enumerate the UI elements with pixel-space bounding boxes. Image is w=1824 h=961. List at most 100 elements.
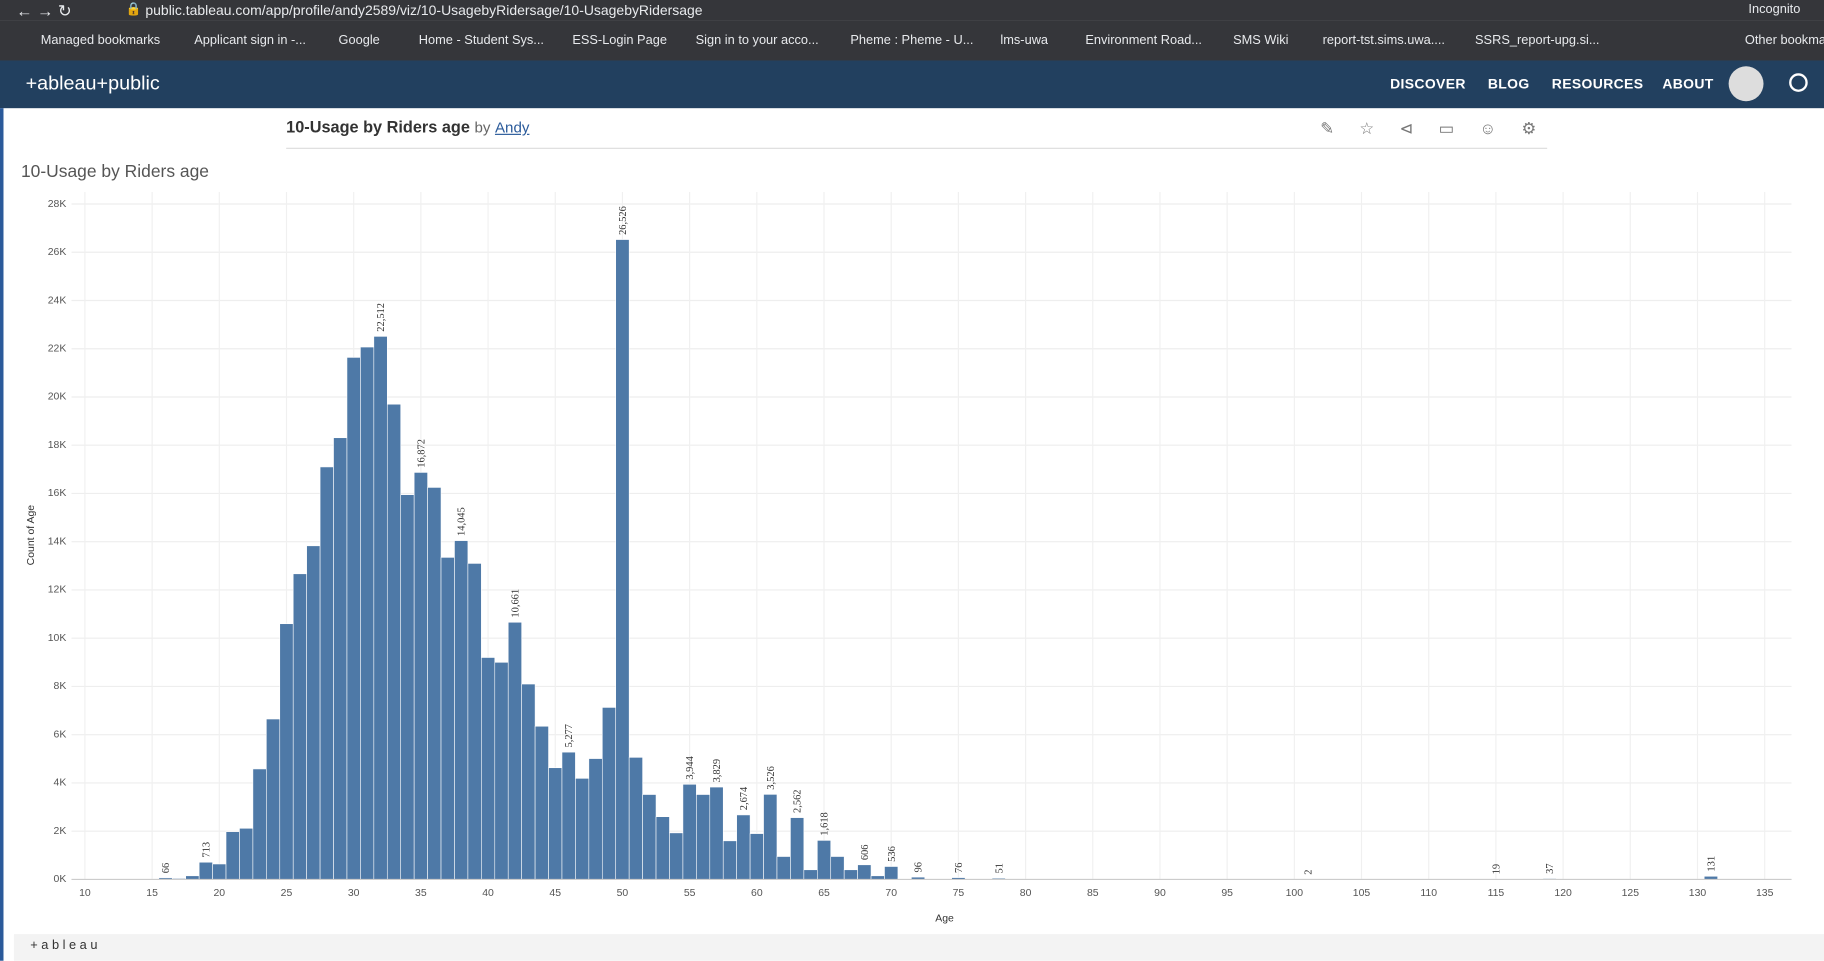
bookmark[interactable]: SSRS_report-upg.si...	[1475, 33, 1600, 48]
x-tick-label: 40	[482, 888, 494, 899]
bar	[561, 751, 576, 880]
data-label: 51	[994, 863, 1005, 873]
data-label: 37	[1545, 863, 1556, 873]
x-tick-label: 80	[1020, 888, 1032, 899]
bookmark[interactable]: Other bookma	[1744, 33, 1824, 48]
y-tick-label: 10K	[48, 633, 67, 644]
bar	[521, 683, 536, 880]
x-tick-label: 120	[1554, 888, 1572, 899]
bar	[440, 557, 455, 880]
nav-link[interactable]: BLOG	[1487, 75, 1530, 92]
data-label: 3,829	[712, 759, 723, 783]
bar	[252, 768, 267, 880]
y-tick-label: 0K	[54, 874, 67, 885]
bookmark[interactable]: Home - Student Sys...	[418, 33, 544, 48]
bookmark[interactable]: Google	[338, 33, 380, 48]
url[interactable]: public.tableau.com/app/profile/andy2589/…	[145, 2, 703, 19]
y-tick-label: 12K	[48, 585, 67, 596]
x-tick-label: 75	[953, 888, 965, 899]
data-label: 10,661	[511, 589, 522, 618]
nav-link[interactable]: ABOUT	[1662, 75, 1714, 92]
bar	[790, 817, 805, 880]
bar	[830, 856, 845, 880]
data-label: 1,618	[820, 812, 831, 836]
toolbar-icons[interactable]: ✎ ☆ ⊲ ▭ ☺ ⚙	[1320, 118, 1537, 138]
bar	[413, 472, 428, 880]
bookmark[interactable]: Pheme : Pheme - U...	[850, 33, 974, 48]
bar	[346, 357, 361, 880]
y-tick-label: 28K	[48, 199, 67, 210]
bar	[884, 866, 899, 880]
data-label: 26,526	[618, 206, 629, 235]
bookmarks-bar: Managed bookmarks Applicant sign in -... G…	[0, 20, 1824, 61]
nav-link[interactable]: DISCOVER	[1390, 75, 1466, 92]
bar	[857, 864, 872, 880]
bar	[494, 662, 509, 880]
bookmark[interactable]: Managed bookmarks	[40, 33, 161, 48]
bar	[722, 840, 737, 880]
viz-title: 10-Usage by Riders age	[286, 117, 470, 137]
bookmark[interactable]: ESS-Login Page	[572, 33, 667, 48]
x-tick-label: 25	[281, 888, 293, 899]
y-tick-label: 22K	[48, 344, 67, 355]
y-tick-label: 6K	[54, 729, 67, 740]
bar	[225, 831, 240, 880]
x-tick-label: 60	[751, 888, 763, 899]
bar	[763, 794, 778, 880]
logo[interactable]: +ableau+public	[25, 72, 160, 95]
search[interactable]	[1789, 73, 1808, 92]
data-label: 22,512	[376, 303, 387, 332]
bar	[682, 784, 697, 880]
bar	[239, 828, 254, 880]
bar	[588, 758, 603, 880]
x-tick-label: 135	[1756, 888, 1774, 899]
x-tick-label: 10	[79, 888, 91, 899]
data-label: 19	[1491, 864, 1502, 874]
x-tick-label: 45	[549, 888, 561, 899]
x-tick-label: 90	[1154, 888, 1166, 899]
x-tick-label: 55	[684, 888, 696, 899]
bookmark[interactable]: lms-uwa	[1000, 33, 1049, 48]
bar	[642, 794, 657, 880]
address-bar: ← → ↻ 🔒 public.tableau.com/app/profile/a…	[0, 0, 1824, 21]
bar	[292, 573, 307, 880]
bookmark[interactable]: Environment Road...	[1085, 33, 1202, 48]
bar	[655, 816, 670, 880]
x-axis-label: Age	[935, 914, 954, 925]
y-axis-label: Count of Age	[26, 505, 37, 566]
x-tick-label: 85	[1087, 888, 1099, 899]
bar	[198, 861, 213, 880]
author-link[interactable]: Andy	[494, 118, 530, 137]
x-tick-label: 20	[213, 888, 225, 899]
bar	[817, 840, 832, 880]
bar	[548, 767, 563, 880]
y-tick-label: 14K	[48, 536, 67, 547]
bookmark[interactable]: report-tst.sims.uwa....	[1322, 33, 1445, 48]
avatar[interactable]	[1728, 66, 1764, 102]
bookmark[interactable]: Sign in to your acco...	[695, 33, 819, 48]
bar	[696, 794, 711, 880]
bar	[709, 786, 724, 880]
data-label: 5,277	[564, 724, 575, 748]
y-tick-label: 8K	[54, 681, 67, 692]
nav-buttons[interactable]: ← → ↻	[16, 1, 72, 20]
data-label: 713	[201, 842, 212, 858]
y-tick-label: 20K	[48, 392, 67, 403]
bar	[736, 814, 751, 880]
nav-link[interactable]: RESOURCES	[1551, 75, 1644, 92]
data-label: 76	[954, 862, 965, 872]
bar	[427, 487, 442, 880]
x-tick-label: 35	[415, 888, 427, 899]
y-tick-label: 16K	[48, 488, 67, 499]
y-tick-label: 2K	[54, 826, 67, 837]
site-header: +ableau+public DISCOVER BLOG RESOURCES A…	[0, 60, 1824, 109]
data-label: 536	[887, 846, 898, 862]
y-tick-label: 18K	[48, 440, 67, 451]
footer-logo[interactable]: + a b l e a u	[30, 938, 98, 953]
bookmark[interactable]: Applicant sign in -...	[194, 33, 306, 48]
bar	[803, 869, 818, 880]
data-label: 2,562	[793, 789, 804, 813]
bookmark[interactable]: SMS Wiki	[1233, 33, 1289, 48]
bar	[601, 707, 617, 880]
